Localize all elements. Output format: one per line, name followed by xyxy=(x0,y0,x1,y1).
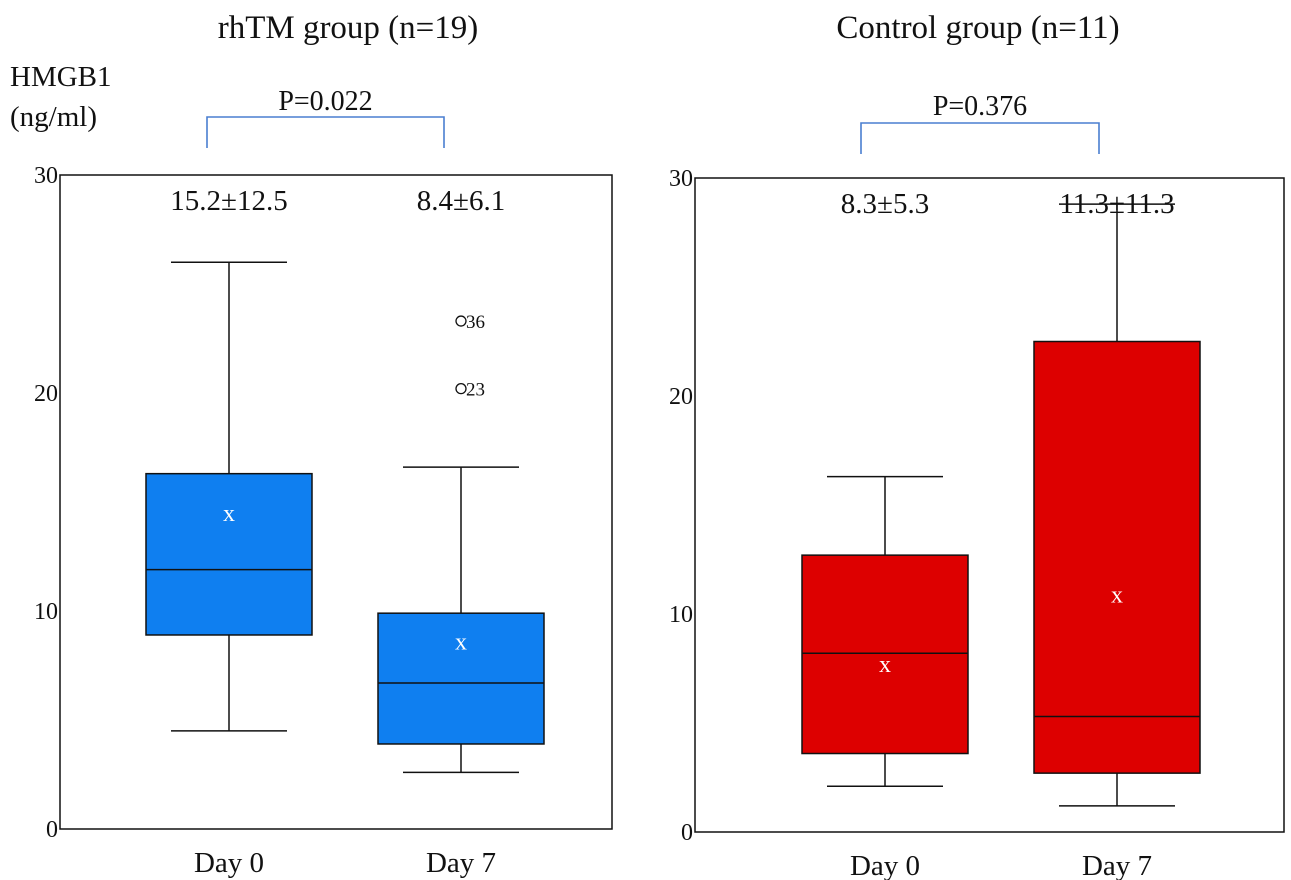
mean-marker: x xyxy=(455,630,467,656)
outlier-label: 36 xyxy=(466,312,485,333)
box-iqr xyxy=(1033,340,1201,774)
mean-marker: x xyxy=(223,501,235,527)
chart-title: Control group (n=11) xyxy=(836,10,1119,46)
panel-control: Control group (n=11) 0 10 20 30 x 8.3±5.3 Day … xyxy=(669,10,1285,880)
chart-marks: 0 10 20 30 x 8.3±5.3 Day 0 x 11.3±11.3 Day 7 xyxy=(669,166,1201,880)
mean-sd-label: 11.3±11.3 xyxy=(1059,188,1174,220)
x-tick-label: Day 0 xyxy=(850,850,920,880)
p-value-bracket-line xyxy=(860,122,1100,154)
y-axis-label: HMGB1 xyxy=(10,61,112,93)
outlier-point xyxy=(455,382,467,395)
box-iqr xyxy=(145,472,313,636)
y-tick-label: 0 xyxy=(681,820,693,846)
box-iqr xyxy=(377,612,545,745)
y-tick-label: 30 xyxy=(669,166,693,192)
p-value-label: P=0.376 xyxy=(933,91,1027,122)
p-value-bracket-line xyxy=(206,116,445,148)
p-value-bracket xyxy=(206,116,445,148)
x-tick-label: Day 7 xyxy=(1082,850,1152,880)
panel-rhtm: rhTM group (n=19) HMGB1 (ng/ml) 0 10 20 30 x… xyxy=(10,10,613,879)
y-axis-unit: (ng/ml) xyxy=(10,101,97,133)
box-iqr xyxy=(801,554,969,755)
p-value-label: P=0.022 xyxy=(278,86,372,117)
mean-marker: x xyxy=(1111,582,1123,608)
outlier-label: 23 xyxy=(466,380,485,401)
p-value-bracket xyxy=(860,122,1100,154)
y-tick-label: 10 xyxy=(669,602,693,628)
y-tick-label: 20 xyxy=(34,381,58,407)
x-tick-label: Day 0 xyxy=(194,847,264,879)
x-tick-label: Day 7 xyxy=(426,847,496,879)
y-tick-label: 20 xyxy=(669,384,693,410)
mean-sd-label: 8.3±5.3 xyxy=(841,188,929,220)
mean-sd-label: 8.4±6.1 xyxy=(417,185,505,217)
y-tick-label: 10 xyxy=(34,599,58,625)
chart-title: rhTM group (n=19) xyxy=(218,10,479,46)
outlier-point xyxy=(455,315,467,327)
mean-marker: x xyxy=(879,652,891,678)
y-tick-label: 30 xyxy=(34,163,58,189)
chart-marks: 0 10 20 30 x 15.2±12.5 Day 0 x 8.4±6.1 Day 7 36 23 xyxy=(34,163,545,879)
plot-frame xyxy=(694,177,1285,833)
y-tick-label: 0 xyxy=(46,817,58,843)
mean-sd-label: 15.2±12.5 xyxy=(170,185,287,217)
plot-frame xyxy=(59,174,613,830)
